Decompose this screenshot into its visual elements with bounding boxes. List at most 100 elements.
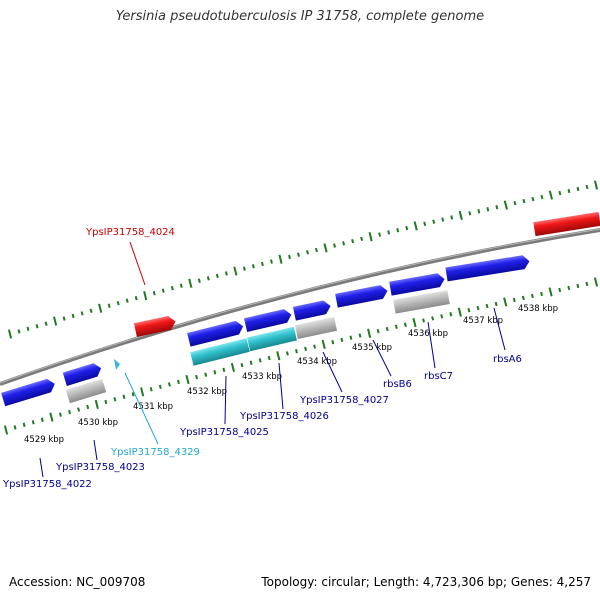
leader-4026	[278, 362, 284, 410]
minor-tick	[177, 379, 180, 385]
minor-tick	[576, 283, 580, 289]
minor-tick	[89, 308, 93, 314]
minor-tick	[22, 422, 26, 428]
major-tick	[593, 180, 599, 190]
reverse-gene-4024[interactable]	[133, 315, 177, 338]
minor-tick	[340, 337, 344, 343]
minor-tick	[342, 241, 346, 246]
minor-tick	[158, 384, 162, 390]
minor-tick	[405, 225, 409, 231]
leader-4023	[93, 439, 98, 461]
minor-tick	[31, 420, 35, 425]
minor-tick	[558, 190, 562, 196]
minor-tick	[13, 425, 17, 430]
minor-tick	[522, 198, 526, 204]
minor-tick	[431, 316, 435, 321]
minor-tick	[521, 295, 525, 301]
minor-tick	[358, 333, 362, 338]
gene-4026[interactable]	[244, 308, 293, 332]
major-tick	[503, 297, 508, 307]
minor-tick	[267, 355, 271, 361]
minor-tick	[195, 374, 199, 380]
minor-tick	[197, 278, 201, 283]
minor-tick	[485, 303, 489, 309]
minor-tick	[423, 221, 427, 226]
minor-tick	[113, 397, 117, 402]
minor-tick	[440, 314, 444, 319]
minor-tick	[467, 307, 471, 313]
gene-rbsA6[interactable]	[445, 254, 530, 282]
minor-tick	[104, 399, 108, 405]
pseudo-rbsC7	[393, 290, 450, 314]
minor-tick	[204, 372, 208, 377]
minor-tick	[585, 184, 589, 190]
major-tick	[185, 374, 190, 385]
major-tick	[233, 266, 238, 276]
minor-tick	[422, 318, 425, 323]
tick-label: 4538 kbp	[518, 304, 558, 314]
leader-rbsA6	[493, 307, 506, 351]
gene-label[interactable]: rbsB6	[383, 379, 412, 390]
minor-tick	[432, 219, 436, 224]
minor-tick	[531, 196, 535, 202]
reverse-gene-end[interactable]	[533, 211, 600, 237]
gene-4022[interactable]	[1, 377, 57, 407]
minor-tick	[449, 312, 453, 317]
gene-label[interactable]: YpsIP31758_4022	[2, 479, 92, 490]
gene-label[interactable]: rbsC7	[424, 371, 453, 382]
major-tick	[548, 190, 553, 200]
gene-label[interactable]: YpsIP31758_4023	[55, 462, 145, 473]
minor-tick	[331, 339, 335, 345]
leader-rbsB6	[372, 339, 392, 377]
gene-label[interactable]: YpsIP31758_4024	[85, 227, 175, 238]
minor-tick	[531, 293, 534, 299]
leader-4027	[322, 351, 343, 393]
gene-4023[interactable]	[62, 361, 103, 386]
rna-4329-marker[interactable]	[114, 359, 120, 370]
major-tick	[3, 425, 9, 435]
tick-label: 4535 kbp	[352, 343, 392, 353]
minor-tick	[576, 186, 580, 192]
minor-tick	[213, 370, 217, 375]
gene-4025[interactable]	[187, 319, 245, 347]
gene-4027[interactable]	[292, 299, 332, 321]
gene-rbsB6[interactable]	[335, 284, 389, 308]
minor-tick	[270, 259, 273, 264]
major-tick	[367, 328, 372, 338]
minor-tick	[494, 301, 498, 307]
minor-tick	[35, 324, 39, 329]
major-tick	[323, 243, 328, 253]
gene-label[interactable]: YpsIP31758_4026	[239, 411, 329, 422]
topology-text: Topology: circular; Length: 4,723,306 bp…	[261, 575, 591, 589]
minor-tick	[394, 324, 398, 330]
minor-tick	[134, 295, 138, 301]
minor-tick	[288, 254, 291, 260]
minor-tick	[306, 250, 309, 255]
accession-text: Accession: NC_009708	[9, 575, 146, 589]
gene-label[interactable]: rbsA6	[493, 354, 522, 365]
tick-label: 4529 kbp	[24, 435, 64, 445]
gene-label[interactable]: YpsIP31758_4027	[299, 395, 389, 406]
major-tick	[98, 303, 103, 313]
tick-label: 4536 kbp	[408, 329, 448, 339]
major-tick	[276, 351, 281, 361]
minor-tick	[313, 344, 317, 349]
minor-tick	[152, 290, 156, 296]
gene-label[interactable]: YpsIP31758_4025	[179, 427, 269, 438]
minor-tick	[77, 407, 81, 412]
minor-tick	[351, 238, 355, 244]
genome-backbone	[0, 228, 600, 386]
major-tick	[548, 287, 553, 297]
minor-tick	[567, 285, 571, 291]
major-tick	[278, 254, 283, 264]
gene-rbsC7[interactable]	[389, 272, 446, 296]
tick-label: 4532 kbp	[187, 387, 227, 397]
gene-label[interactable]: YpsIP31758_4329	[110, 447, 200, 458]
minor-tick	[495, 204, 499, 210]
minor-tick	[62, 316, 66, 321]
minor-tick	[295, 348, 298, 354]
minor-tick	[512, 297, 516, 303]
minor-tick	[476, 305, 480, 311]
minor-tick	[315, 247, 318, 253]
